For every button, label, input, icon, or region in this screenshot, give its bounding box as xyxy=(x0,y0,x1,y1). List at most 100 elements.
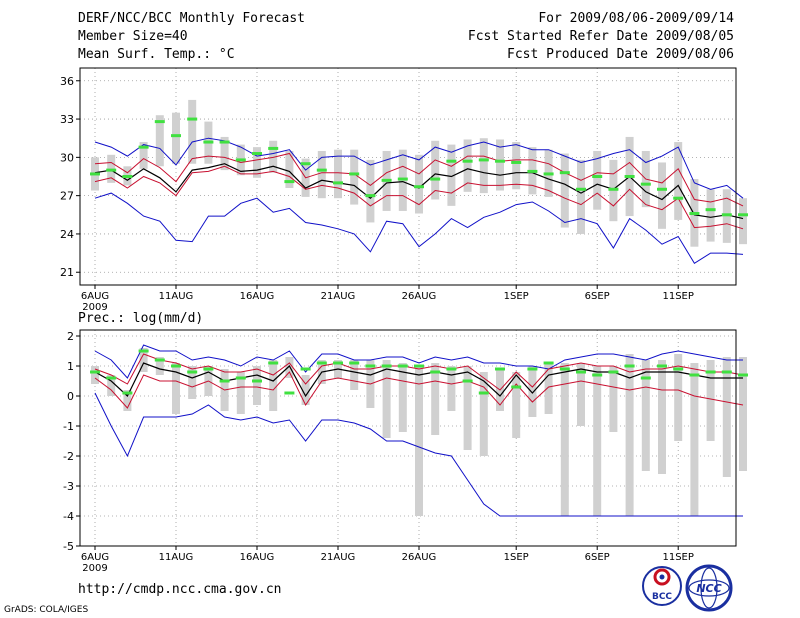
temp-median-mark xyxy=(478,158,489,162)
precip-ytick-label: 0 xyxy=(67,390,74,403)
precip-ytick-label: -5 xyxy=(63,540,74,553)
precip-median-mark xyxy=(235,376,246,380)
precip-range-bar xyxy=(155,357,164,375)
temp-ytick-label: 30 xyxy=(60,151,74,164)
precip-range-bar xyxy=(415,366,423,516)
temp-range-bar xyxy=(658,162,666,229)
precip-range-bar xyxy=(301,375,310,405)
temp-median-mark xyxy=(284,180,295,184)
temp-xtick-label: 1SEP xyxy=(504,291,529,302)
precip-range-bar xyxy=(544,363,553,414)
precip-range-bar xyxy=(188,366,197,399)
precip-range-bar xyxy=(690,363,699,516)
variable-label: Mean Surf. Temp.: °C xyxy=(78,47,235,62)
temp-range-bar xyxy=(479,138,488,194)
precip-median-mark xyxy=(122,391,133,395)
temp-range-bar xyxy=(593,150,602,210)
precip-xtick-label: 26AUG xyxy=(402,552,437,563)
temp-median-mark xyxy=(738,213,748,217)
forecast-produced-date: Fcst Produced Date 2009/08/06 xyxy=(507,47,734,62)
temp-median-mark xyxy=(446,159,457,163)
temp-range-bar xyxy=(447,144,456,206)
temp-range-bar xyxy=(674,142,683,220)
precip-median-mark xyxy=(300,367,311,371)
precip-median-mark xyxy=(171,364,181,368)
member-size-label: Member Size=40 xyxy=(78,29,188,44)
precip-range-bar xyxy=(722,357,731,477)
temp-median-mark xyxy=(252,152,262,156)
precip-median-mark xyxy=(608,370,619,374)
precip-range-bar xyxy=(350,360,359,390)
temp-range-bar xyxy=(253,147,261,178)
precip-median-mark xyxy=(511,385,522,389)
source-url[interactable]: http://cmdp.ncc.cma.gov.cn xyxy=(78,582,282,597)
temp-range-bar xyxy=(739,198,747,245)
temp-median-mark xyxy=(559,171,570,175)
temp-median-mark xyxy=(657,187,667,191)
temp-range-bar xyxy=(560,153,569,228)
precip-xtick-sublabel: 2009 xyxy=(82,563,107,574)
precip-ytick-label: -1 xyxy=(63,420,74,433)
temp-xtick-sublabel: 2009 xyxy=(82,302,107,313)
temp-median-mark xyxy=(673,196,684,200)
precip-range-bar xyxy=(447,366,456,411)
temp-xtick-label: 6AUG xyxy=(81,291,109,302)
bcc-logo-text: BCC xyxy=(652,592,672,602)
precip-median-mark xyxy=(397,364,408,368)
temp-range-bar xyxy=(220,136,229,171)
precip-median-mark xyxy=(381,364,392,368)
temp-median-mark xyxy=(495,159,505,163)
precip-xtick-label: 16AUG xyxy=(240,552,275,563)
precip-xtick-label: 6SEP xyxy=(585,552,610,563)
temp-median-mark xyxy=(300,162,311,166)
temp-median-mark xyxy=(576,187,586,191)
precip-median-mark xyxy=(268,361,279,365)
precip-range-bar xyxy=(512,372,521,438)
precip-median-mark xyxy=(640,376,651,380)
temp-range-bar xyxy=(706,189,715,242)
precip-median-mark xyxy=(106,376,117,380)
ncc-logo: NCC xyxy=(685,564,733,612)
precip-ytick-label: 1 xyxy=(67,360,74,373)
temp-range-bar xyxy=(415,154,423,214)
temp-median-mark xyxy=(106,168,117,172)
precip-median-mark xyxy=(738,373,748,377)
temp-median-mark xyxy=(721,213,732,217)
precip-median-mark xyxy=(462,379,473,383)
chart-title: DERF/NCC/BCC Monthly Forecast xyxy=(78,11,305,26)
precip-median-mark xyxy=(430,370,441,374)
precip-range-bar xyxy=(593,366,602,516)
temp-range-bar xyxy=(188,99,197,164)
temp-plot-frame xyxy=(79,67,737,286)
precip-upper-quartile-line xyxy=(94,353,744,391)
temp-median-mark xyxy=(154,120,165,124)
temp-median-mark xyxy=(381,178,392,182)
temp-range-bar xyxy=(155,115,164,167)
temp-ytick-label: 27 xyxy=(60,190,74,203)
precip-median-mark xyxy=(219,379,230,383)
temp-median-mark xyxy=(689,212,700,216)
precip-range-bar xyxy=(139,348,148,372)
precip-range-bar xyxy=(107,375,116,396)
temp-median-mark xyxy=(122,175,133,178)
precip-range-bar xyxy=(674,354,683,441)
precip-xtick-label: 6AUG xyxy=(81,552,109,563)
temp-range-bar xyxy=(139,142,148,169)
precip-median-mark xyxy=(592,373,603,377)
temp-median-mark xyxy=(527,169,538,173)
precip-plot-frame xyxy=(79,329,737,547)
grads-credit: GrADS: COLA/IGES xyxy=(4,605,89,615)
temp-upper-quartile-line xyxy=(94,152,744,207)
temp-range-bar xyxy=(172,112,180,164)
precip-median-mark xyxy=(657,364,667,368)
temp-median-mark xyxy=(511,160,522,164)
precip-ensemble-min-line xyxy=(94,392,743,517)
temp-median-mark xyxy=(349,172,360,176)
precip-median-mark xyxy=(365,364,376,368)
precip-range-bar xyxy=(172,363,180,414)
precip-range-bar xyxy=(382,360,391,438)
precip-panel-title: Prec.: log(mm/d) xyxy=(78,311,203,326)
precip-median-mark xyxy=(721,370,732,374)
precip-xtick-label: 1SEP xyxy=(504,552,529,563)
